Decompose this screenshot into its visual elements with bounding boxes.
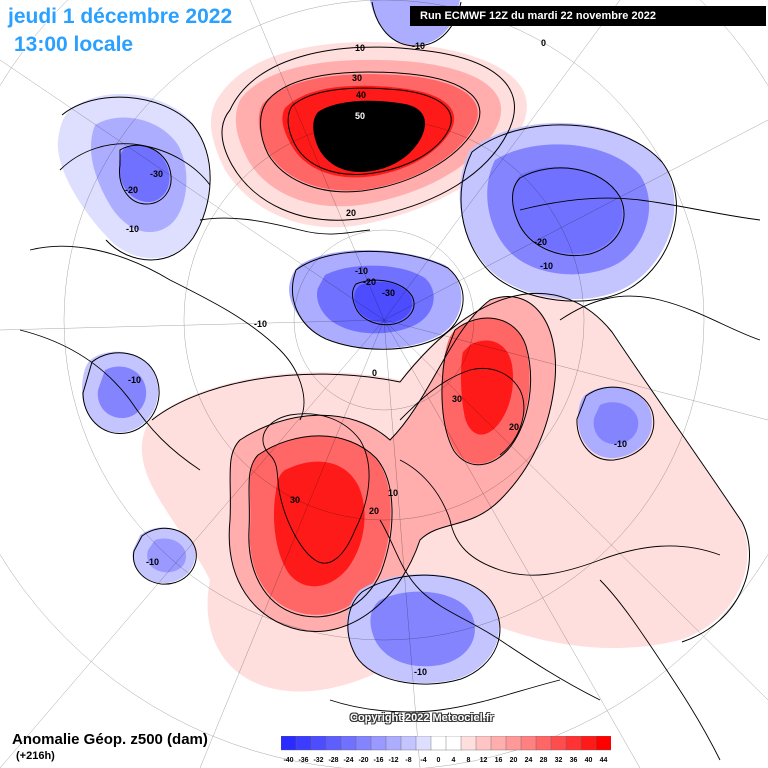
legend-swatch <box>505 736 522 751</box>
contour-label: -10 <box>128 375 141 385</box>
legend-tick-label: 36 <box>570 757 578 764</box>
negative-anomaly-pacific-south <box>132 527 196 584</box>
legend-tick-label: -16 <box>373 757 383 764</box>
legend-swatch <box>355 736 372 751</box>
legend-swatch <box>400 736 417 751</box>
legend-tick-label: -32 <box>313 757 323 764</box>
legend-tick-label: 12 <box>480 757 488 764</box>
contour-label: -30 <box>382 288 395 298</box>
negative-anomaly-mediterranean <box>346 573 499 684</box>
legend-swatch <box>460 736 477 751</box>
contour-label: 20 <box>509 422 519 432</box>
contour-label: 50 <box>355 111 365 121</box>
contour-label: -30 <box>150 169 163 179</box>
legend-swatch <box>475 736 492 751</box>
copyright-notice: Copyright 2022 Meteociel.fr <box>350 712 494 724</box>
contour-label: -10 <box>355 266 368 276</box>
contour-label: 0 <box>541 38 546 48</box>
legend-swatch <box>430 736 447 751</box>
legend-tick-label: -20 <box>358 757 368 764</box>
contour-labels: 10 0 -10 30 40 50 -30 -20 -10 20 -20 -10… <box>125 38 627 677</box>
contour-label: -10 <box>412 41 425 51</box>
legend-swatch <box>535 736 552 751</box>
legend-tick-label: -40 <box>283 757 293 764</box>
contour-label: -10 <box>126 224 139 234</box>
contour-label: 10 <box>388 488 398 498</box>
contour-label: -10 <box>540 261 553 271</box>
contour-label: -20 <box>363 277 376 287</box>
contour-label: 20 <box>346 208 356 218</box>
negative-anomaly-arctic <box>289 250 462 349</box>
legend-tick-label: 8 <box>467 757 471 764</box>
contour-label: 30 <box>452 394 462 404</box>
legend-swatch <box>415 736 432 751</box>
legend-tick-label: -12 <box>388 757 398 764</box>
legend-tick-label: 0 <box>437 757 441 764</box>
legend-swatch <box>520 736 537 751</box>
contour-label: -10 <box>614 439 627 449</box>
forecast-date-title: jeudi 1 décembre 2022 <box>8 5 233 28</box>
lead-time-label: (+216h) <box>16 750 55 762</box>
contour-label: 30 <box>290 495 300 505</box>
legend-tick-label: 40 <box>585 757 593 764</box>
legend-swatch <box>310 736 327 751</box>
legend-swatch <box>281 736 297 751</box>
legend-tick-label: -36 <box>298 757 308 764</box>
legend-tick-label: 24 <box>525 757 533 764</box>
legend-swatch <box>550 736 567 751</box>
contour-label: -20 <box>534 237 547 247</box>
contour-label: 40 <box>356 90 366 100</box>
color-scale-legend: -40 -36 -32 -28 -24 -20 -16 -12 -8 -4 0 4 8 12 16 20 24 2… <box>281 736 611 764</box>
legend-tick-label: 28 <box>540 757 548 764</box>
contour-label: 20 <box>369 506 379 516</box>
contour-label: -10 <box>146 557 159 567</box>
legend-swatch <box>445 736 462 751</box>
legend-tick-label: 32 <box>555 757 563 764</box>
legend-swatch <box>385 736 402 751</box>
legend-swatch <box>340 736 357 751</box>
negative-anomaly-asia-east <box>578 386 652 459</box>
legend-swatch <box>370 736 387 751</box>
legend-tick-label: 4 <box>452 757 456 764</box>
negative-anomaly-alaska <box>57 93 210 259</box>
legend-tick-label: 16 <box>495 757 503 764</box>
contour-label: -10 <box>414 667 427 677</box>
contour-label: -20 <box>125 185 138 195</box>
contour-label: 30 <box>352 73 362 83</box>
negative-anomaly-siberia <box>459 122 675 300</box>
forecast-time-title: 13:00 locale <box>14 33 134 56</box>
legend-swatch <box>565 736 582 751</box>
legend-swatch <box>595 736 611 751</box>
variable-label: Anomalie Géop. z500 (dam) <box>12 731 208 748</box>
contour-lines <box>61 1 750 685</box>
legend-swatch <box>325 736 342 751</box>
contour-label: 0 <box>372 368 377 378</box>
model-run-banner: Run ECMWF 12Z du mardi 22 novembre 2022 <box>410 6 766 26</box>
legend-swatch <box>295 736 312 751</box>
legend-tick-label: 44 <box>600 757 608 764</box>
legend-tick-label: -8 <box>405 757 411 764</box>
contour-label: -10 <box>254 319 267 329</box>
legend-tick-label: -24 <box>343 757 353 764</box>
legend-swatch <box>580 736 597 751</box>
positive-anomaly-pacific <box>210 42 527 228</box>
legend-tick-label: -4 <box>420 757 426 764</box>
contour-label: 10 <box>355 43 365 53</box>
legend-tick-label: -28 <box>328 757 338 764</box>
coastlines <box>19 143 761 761</box>
legend-tick-label: 20 <box>510 757 518 764</box>
legend-swatch <box>490 736 507 751</box>
